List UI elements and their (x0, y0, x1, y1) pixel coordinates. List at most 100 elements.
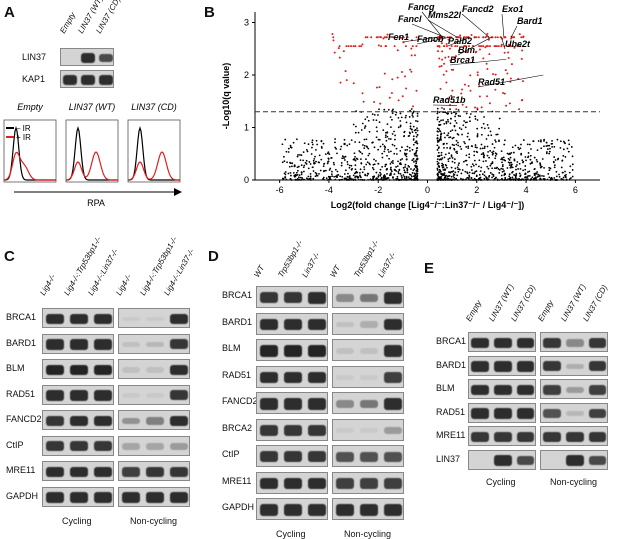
volcano-point (414, 155, 416, 157)
blot-band (566, 339, 584, 346)
volcano-point (442, 179, 444, 181)
volcano-sig-point (348, 45, 350, 47)
blot-strip-noncycling (332, 313, 404, 335)
volcano-point (489, 165, 491, 167)
volcano-point (311, 153, 313, 155)
volcano-point (560, 147, 562, 149)
x-axis-label: Log2(fold change [Lig4⁻/⁻:Lin37⁻/⁻ / Lig… (331, 200, 525, 210)
volcano-point (288, 151, 290, 153)
volcano-sig-point (397, 77, 399, 79)
volcano-point (413, 111, 415, 113)
volcano-point (394, 145, 396, 147)
blot-strip-noncycling (118, 436, 190, 456)
volcano-point (527, 143, 529, 145)
blot-strip-noncycling (332, 498, 404, 520)
blot-strip-cycling (468, 356, 536, 376)
volcano-point (395, 114, 397, 116)
volcano-point (416, 170, 418, 172)
blot-row-label: MRE11 (6, 465, 35, 475)
volcano-point (472, 163, 474, 165)
blot-band (517, 385, 535, 395)
blot-band (94, 467, 113, 477)
volcano-sig-point (404, 75, 406, 77)
volcano-point (325, 153, 327, 155)
volcano-point (303, 165, 305, 167)
blot-band (494, 432, 512, 442)
volcano-point (327, 161, 329, 163)
volcano-point (289, 166, 291, 168)
blot-band (384, 398, 403, 409)
blot-strip-cycling (468, 403, 536, 423)
volcano-point (321, 146, 323, 148)
volcano-point (551, 143, 553, 145)
volcano-point (494, 139, 496, 141)
volcano-point (376, 136, 378, 138)
volcano-point (458, 162, 460, 164)
volcano-point (389, 179, 391, 181)
blot-band (70, 492, 89, 502)
volcano-point (354, 178, 356, 180)
volcano-point (357, 158, 359, 160)
volcano-point (540, 141, 542, 143)
x-tick-label: 0 (425, 185, 430, 195)
volcano-point (438, 146, 440, 148)
volcano-point (537, 174, 539, 176)
volcano-point (364, 118, 366, 120)
volcano-sig-point (482, 45, 484, 47)
volcano-point (477, 135, 479, 137)
blot-band (494, 455, 512, 465)
volcano-point (483, 116, 485, 118)
blot-band (384, 452, 403, 462)
volcano-point (449, 172, 451, 174)
volcano-point (456, 122, 458, 124)
blot-band (517, 338, 535, 348)
volcano-point (412, 116, 414, 118)
volcano-point (498, 139, 500, 141)
volcano-point (342, 155, 344, 157)
volcano-point (438, 152, 440, 154)
volcano-point (416, 150, 418, 152)
volcano-sig-point (401, 71, 403, 73)
blot-band (308, 372, 327, 383)
volcano-sig-point (478, 45, 480, 47)
volcano-point (484, 175, 486, 177)
volcano-sig-point (362, 92, 364, 94)
volcano-point (367, 155, 369, 157)
volcano-point (316, 173, 318, 175)
volcano-point (286, 161, 288, 163)
volcano-point (340, 146, 342, 148)
blot-band (336, 400, 355, 408)
volcano-point (284, 172, 286, 174)
volcano-point (415, 166, 417, 168)
blot-band (284, 504, 303, 515)
blot-row-label: BRCA1 (222, 290, 252, 300)
volcano-point (509, 164, 511, 166)
volcano-sig-point (376, 87, 378, 89)
volcano-point (501, 161, 503, 163)
volcano-point (480, 148, 482, 150)
volcano-point (344, 173, 346, 175)
volcano-point (571, 146, 573, 148)
volcano-point (355, 171, 357, 173)
volcano-point (364, 139, 366, 141)
volcano-sig-point (495, 74, 497, 76)
volcano-sig-point (441, 107, 443, 109)
volcano-point (382, 157, 384, 159)
volcano-point (533, 140, 535, 142)
volcano-point (368, 153, 370, 155)
volcano-point (560, 140, 562, 142)
volcano-point (374, 114, 376, 116)
volcano-point (490, 134, 492, 136)
volcano-point (377, 114, 379, 116)
volcano-point (473, 151, 475, 153)
volcano-sig-point (443, 63, 445, 65)
volcano-point (381, 153, 383, 155)
volcano-point (451, 112, 453, 114)
volcano-point (478, 159, 480, 161)
volcano-sig-point (439, 66, 441, 68)
volcano-point (468, 176, 470, 178)
blot-strip-noncycling (332, 472, 404, 494)
volcano-point (401, 158, 403, 160)
volcano-point (404, 166, 406, 168)
blot-band (471, 432, 489, 442)
